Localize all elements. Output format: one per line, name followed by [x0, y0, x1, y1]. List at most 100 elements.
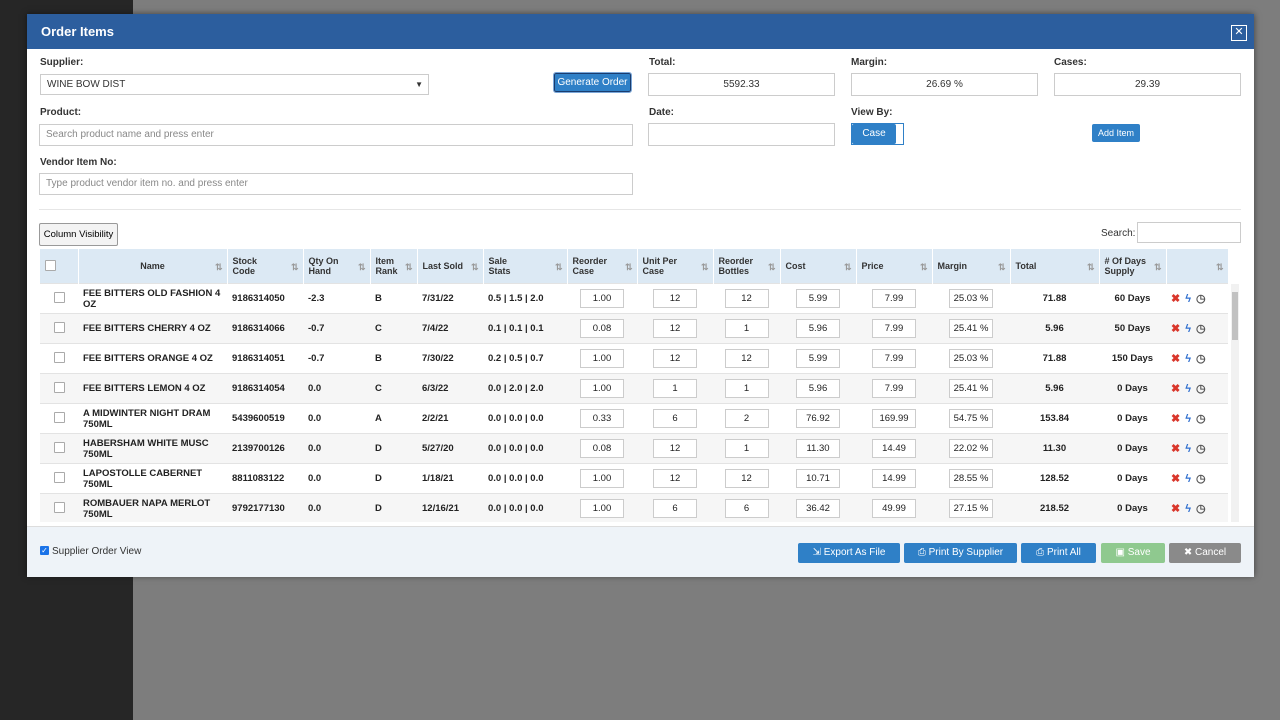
history-icon[interactable]: ◷	[1196, 413, 1206, 425]
column-header[interactable]: Unit Per Case ⇅	[637, 249, 714, 284]
row-checkbox[interactable]	[53, 501, 65, 513]
boost-icon[interactable]: ϟ	[1185, 383, 1192, 395]
cell-input[interactable]: 6	[724, 499, 769, 518]
column-header[interactable]: Stock Code ⇅	[227, 249, 304, 284]
date-field[interactable]	[648, 123, 835, 146]
generate-order-button[interactable]: Generate Order	[553, 72, 632, 93]
view-by-toggle[interactable]: Case	[851, 123, 904, 145]
column-header[interactable]: Item Rank ⇅	[370, 249, 418, 284]
scrollbar-thumb[interactable]	[1232, 292, 1238, 340]
footer-button[interactable]: ⇲ Export As File	[798, 543, 900, 563]
supplier-order-checkbox[interactable]: ✓	[40, 546, 49, 555]
cell-input[interactable]: 25.41 %	[949, 319, 993, 338]
cell-input[interactable]: 1.00	[580, 289, 624, 308]
delete-icon[interactable]: ✖	[1171, 503, 1181, 515]
footer-button[interactable]: ✖ Cancel	[1169, 543, 1241, 563]
cell-input[interactable]: 1.00	[580, 379, 624, 398]
delete-icon[interactable]: ✖	[1171, 413, 1181, 425]
cell-input[interactable]: 54.75 %	[949, 409, 993, 428]
close-button[interactable]: ✕	[1231, 25, 1247, 41]
cell-input[interactable]: 7.99	[872, 289, 916, 308]
cell-input[interactable]: 36.42	[796, 499, 840, 518]
column-header[interactable]: Margin ⇅	[932, 249, 1011, 284]
cell-input[interactable]: 12	[653, 469, 697, 488]
boost-icon[interactable]: ϟ	[1185, 353, 1192, 365]
cell-input[interactable]: 1	[653, 379, 697, 398]
history-icon[interactable]: ◷	[1196, 473, 1206, 485]
cell-input[interactable]: 2	[724, 409, 769, 428]
row-checkbox[interactable]	[53, 411, 65, 423]
add-item-button[interactable]: Add Item	[1092, 124, 1140, 142]
row-checkbox[interactable]	[53, 351, 65, 363]
history-icon[interactable]: ◷	[1196, 383, 1206, 395]
cases-field[interactable]: 29.39	[1054, 73, 1241, 96]
vendor-search[interactable]: Type product vendor item no. and press e…	[39, 173, 633, 195]
cell-input[interactable]: 1.00	[580, 499, 624, 518]
column-header[interactable]: Price ⇅	[856, 249, 933, 284]
cell-input[interactable]: 14.49	[872, 439, 916, 458]
cell-input[interactable]: 28.55 %	[949, 469, 993, 488]
cell-input[interactable]: 14.99	[872, 469, 916, 488]
cell-input[interactable]: 0.08	[580, 439, 624, 458]
boost-icon[interactable]: ϟ	[1185, 503, 1192, 515]
row-checkbox[interactable]	[53, 441, 65, 453]
cell-input[interactable]: 76.92	[796, 409, 840, 428]
cell-input[interactable]: 5.96	[796, 379, 840, 398]
cell-input[interactable]: 25.41 %	[949, 379, 993, 398]
cell-input[interactable]: 5.96	[796, 319, 840, 338]
column-header[interactable]: Reorder Case ⇅	[567, 249, 638, 284]
column-header[interactable]: Last Sold ⇅	[417, 249, 484, 284]
product-search[interactable]: Search product name and press enter	[39, 124, 633, 146]
row-checkbox[interactable]	[53, 291, 65, 303]
cell-input[interactable]: 49.99	[872, 499, 916, 518]
history-icon[interactable]: ◷	[1196, 503, 1206, 515]
delete-icon[interactable]: ✖	[1171, 443, 1181, 455]
history-icon[interactable]: ◷	[1196, 323, 1206, 335]
cell-input[interactable]: 11.30	[796, 439, 840, 458]
cell-input[interactable]: 12	[653, 289, 697, 308]
cell-input[interactable]: 1	[724, 379, 769, 398]
cell-input[interactable]: 0.08	[580, 319, 624, 338]
cell-input[interactable]: 6	[653, 499, 697, 518]
supplier-select[interactable]: WINE BOW DIST ▼	[40, 74, 429, 95]
search-field[interactable]	[1137, 222, 1241, 243]
scrollbar[interactable]	[1231, 284, 1239, 522]
cell-input[interactable]: 25.03 %	[949, 289, 993, 308]
column-header[interactable]: Sale Stats ⇅	[483, 249, 568, 284]
select-all-checkbox[interactable]	[45, 259, 56, 271]
cell-input[interactable]: 22.02 %	[949, 439, 993, 458]
boost-icon[interactable]: ϟ	[1185, 323, 1192, 335]
total-field[interactable]: 5592.33	[648, 73, 835, 96]
delete-icon[interactable]: ✖	[1171, 323, 1181, 335]
delete-icon[interactable]: ✖	[1171, 353, 1181, 365]
footer-button[interactable]: ▣ Save	[1101, 543, 1165, 563]
cell-input[interactable]: 1	[724, 319, 769, 338]
boost-icon[interactable]: ϟ	[1185, 443, 1192, 455]
cell-input[interactable]: 0.33	[580, 409, 624, 428]
column-header[interactable]: Cost ⇅	[780, 249, 857, 284]
cell-input[interactable]: 12	[724, 349, 769, 368]
cell-input[interactable]: 7.99	[872, 349, 916, 368]
column-header[interactable]: Qty On Hand ⇅	[303, 249, 371, 284]
cell-input[interactable]: 7.99	[872, 379, 916, 398]
boost-icon[interactable]: ϟ	[1185, 473, 1192, 485]
cell-input[interactable]: 1.00	[580, 469, 624, 488]
history-icon[interactable]: ◷	[1196, 353, 1206, 365]
boost-icon[interactable]: ϟ	[1185, 293, 1192, 305]
cell-input[interactable]: 5.99	[796, 349, 840, 368]
cell-input[interactable]: 10.71	[796, 469, 840, 488]
column-visibility-button[interactable]: Column Visibility	[39, 223, 118, 246]
cell-input[interactable]: 7.99	[872, 319, 916, 338]
row-checkbox[interactable]	[53, 321, 65, 333]
column-header[interactable]: Name ⇅	[78, 249, 228, 284]
cell-input[interactable]: 12	[724, 469, 769, 488]
cell-input[interactable]: 5.99	[796, 289, 840, 308]
column-header[interactable]: Total ⇅	[1010, 249, 1100, 284]
delete-icon[interactable]: ✖	[1171, 473, 1181, 485]
row-checkbox[interactable]	[53, 381, 65, 393]
cell-input[interactable]: 12	[653, 439, 697, 458]
cell-input[interactable]: 12	[724, 289, 769, 308]
delete-icon[interactable]: ✖	[1171, 293, 1181, 305]
row-checkbox[interactable]	[53, 471, 65, 483]
column-header[interactable]: # Of Days Supply ⇅	[1099, 249, 1167, 284]
